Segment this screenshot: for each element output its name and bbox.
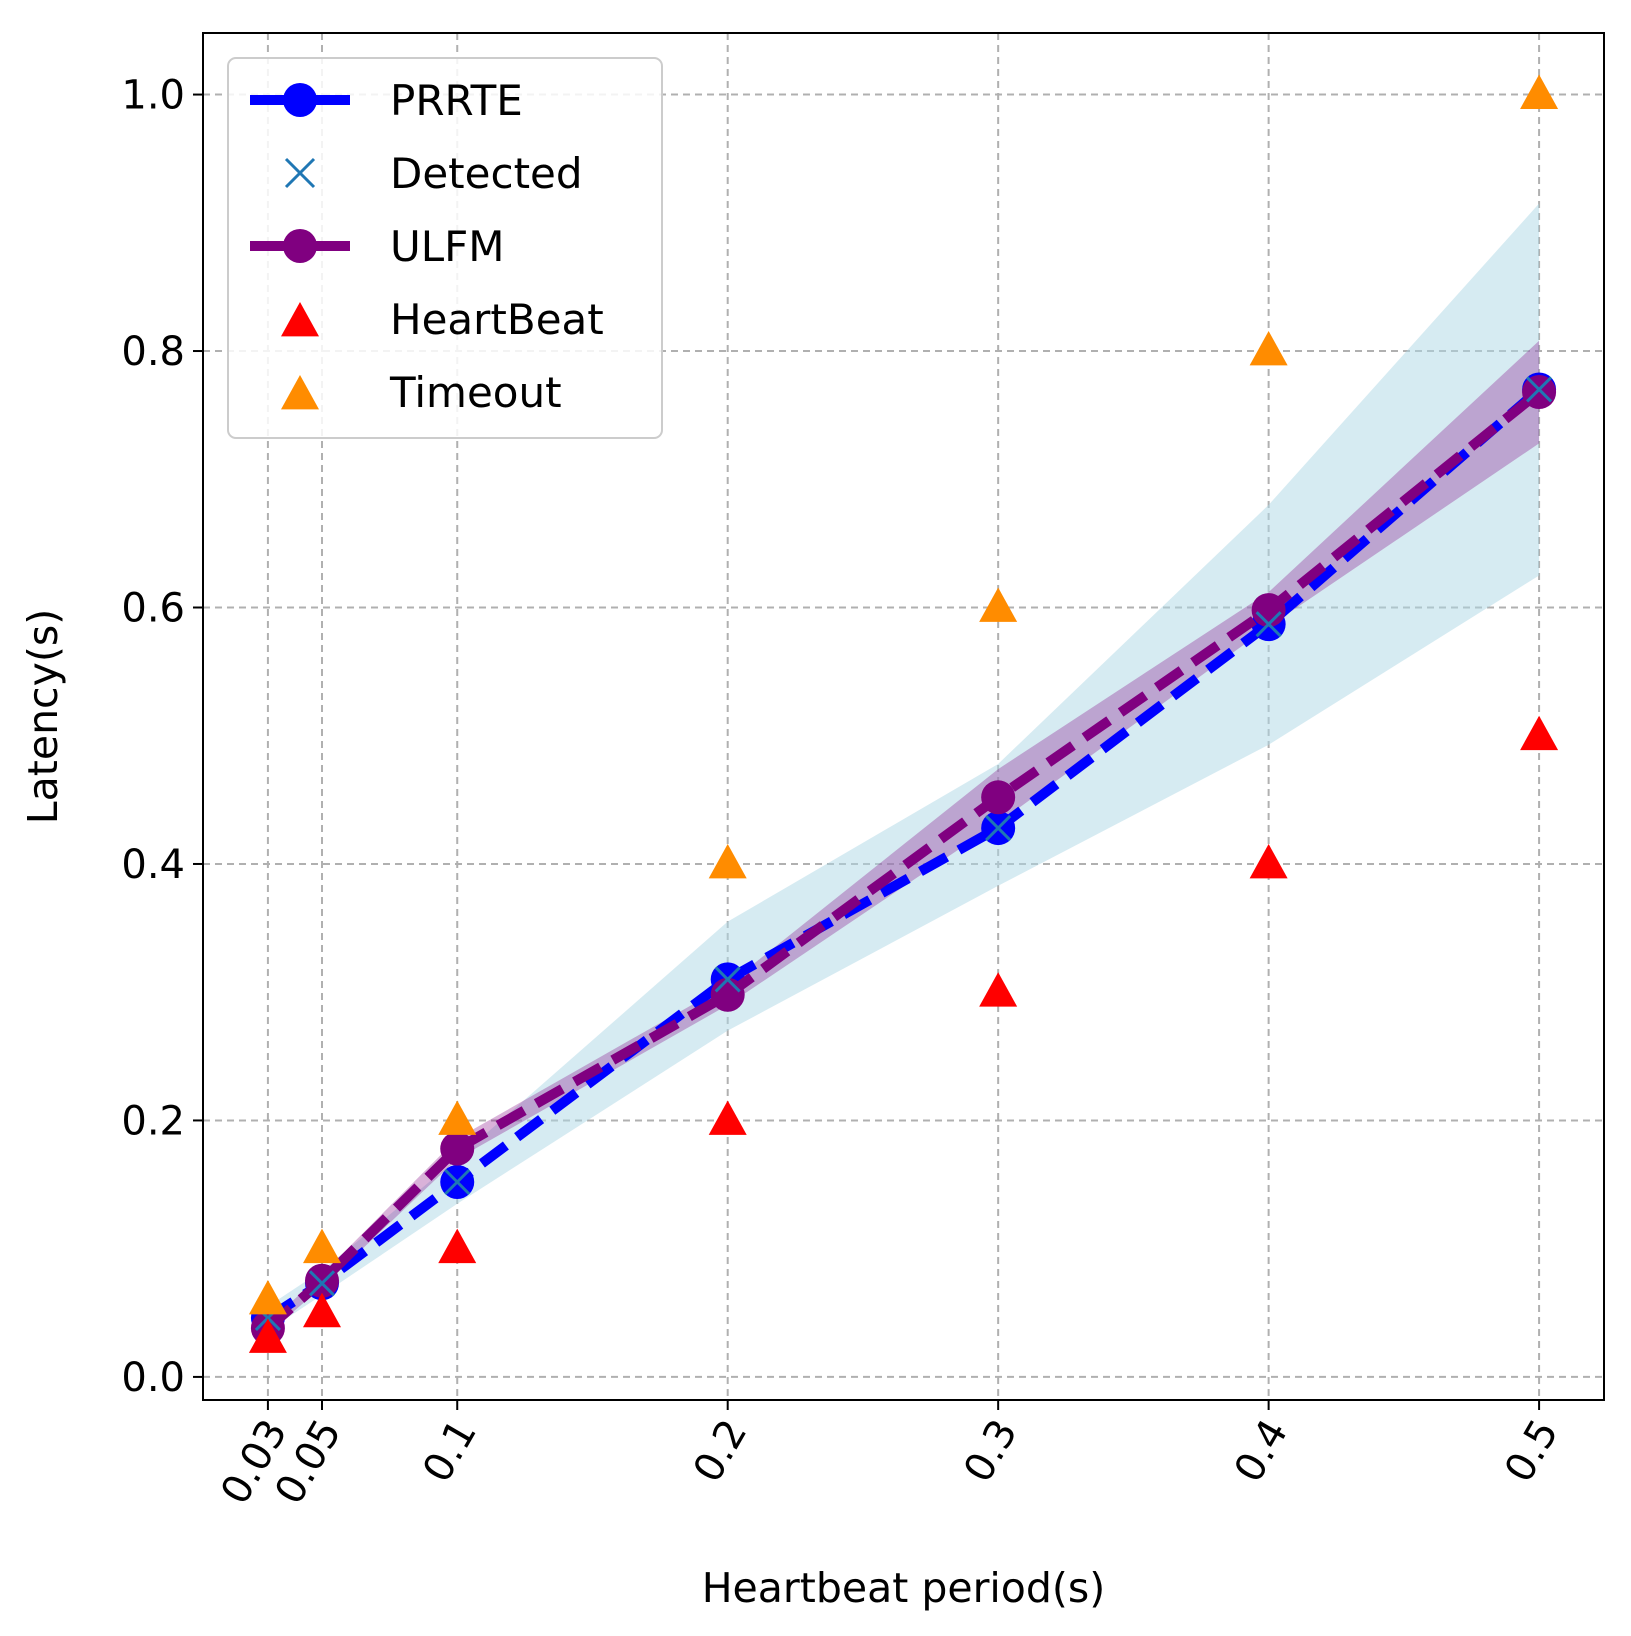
point-detected-1 [308,1270,336,1297]
x-stroke-b [1255,611,1282,638]
point-heartbeat-4 [979,972,1018,1007]
x-tick-label-2: 0.1 [414,1412,486,1490]
legend-item-prrte: PRRTE [250,76,523,125]
band-ulfm [267,340,1540,1334]
y-tick-label-3: 0.6 [121,585,185,631]
x-tick-label-6: 0.5 [1496,1412,1568,1490]
legend-item-ulfm: ULFM [250,222,505,271]
point-timeout-1 [303,1228,342,1264]
legend-label-detected: Detected [390,149,583,198]
legend-box [227,57,663,439]
point-heartbeat-5 [1249,843,1288,879]
axes: 0.00.20.40.60.81.00.030.05 0.1 0.2 0.3 0.4 0.… [19,32,1605,1612]
point-heartbeat-0 [248,1318,287,1353]
confidence-bands [267,203,1540,1334]
point-timeout-2 [438,1100,477,1135]
x-stroke-b [1526,376,1553,403]
legend: PRRTE Detected ULFM HeartBeat Timeout [227,57,663,439]
series-timeout [248,74,1559,1315]
point-detected-6 [1526,376,1553,403]
y-tick-label-0: 0.0 [121,1355,185,1401]
x-stroke-b [985,815,1012,842]
legend-marker-prrte [283,83,317,117]
series-ulfm [250,375,1557,1346]
legend-marker-timeout [281,375,319,410]
x-stroke-b [444,1168,471,1196]
legend-marker-heartbeat [281,302,319,337]
x-tick-label-5: 0.4 [1226,1412,1298,1490]
legend-marker-detected [284,157,316,189]
point-ulfm-2 [440,1131,475,1166]
point-heartbeat-6 [1520,715,1559,751]
point-ulfm-4 [981,780,1016,815]
y-tick-label-2: 0.4 [121,842,185,888]
legend-item-detected: Detected [284,149,583,198]
band-prrte [267,203,1540,1331]
point-timeout-3 [708,843,747,879]
y-tick-label-1: 0.2 [121,1098,185,1144]
legend-label-heartbeat: HeartBeat [390,295,604,344]
series [248,74,1559,1353]
point-detected-2 [444,1168,471,1196]
point-heartbeat-1 [303,1292,342,1328]
point-ulfm-5 [1251,593,1286,628]
legend-label-ulfm: ULFM [390,222,505,271]
point-detected-3 [714,966,741,993]
point-ulfm-6 [1522,375,1557,410]
point-timeout-0 [248,1279,287,1315]
plot-frame [202,32,1605,1401]
series-heartbeat [248,715,1559,1353]
point-timeout-6 [1520,74,1559,109]
point-timeout-5 [1249,331,1288,366]
x-stroke-b [284,157,316,189]
x-stroke-b [308,1270,336,1297]
point-ulfm-1 [305,1263,340,1298]
legend-label-prrte: PRRTE [390,76,523,125]
point-detected-5 [1255,611,1282,638]
y-axis-label: Latency(s) [19,609,67,824]
y-tick-label-4: 0.8 [121,329,185,375]
point-timeout-4 [979,587,1018,622]
legend-marker-ulfm [283,229,317,263]
point-ulfm-3 [710,977,745,1012]
legend-item-heartbeat: HeartBeat [281,295,604,344]
point-heartbeat-2 [438,1228,477,1264]
x-axis-label: Heartbeat period(s) [702,1564,1106,1612]
legend-item-timeout: Timeout [281,368,562,417]
point-detected-4 [985,815,1012,842]
x-stroke-b [714,966,741,993]
legend-label-timeout: Timeout [389,368,562,417]
y-tick-label-5: 1.0 [121,73,185,119]
point-heartbeat-3 [708,1100,747,1135]
series-detected [254,376,1553,1331]
x-tick-label-3: 0.2 [685,1412,757,1490]
x-tick-label-4: 0.3 [955,1412,1027,1490]
